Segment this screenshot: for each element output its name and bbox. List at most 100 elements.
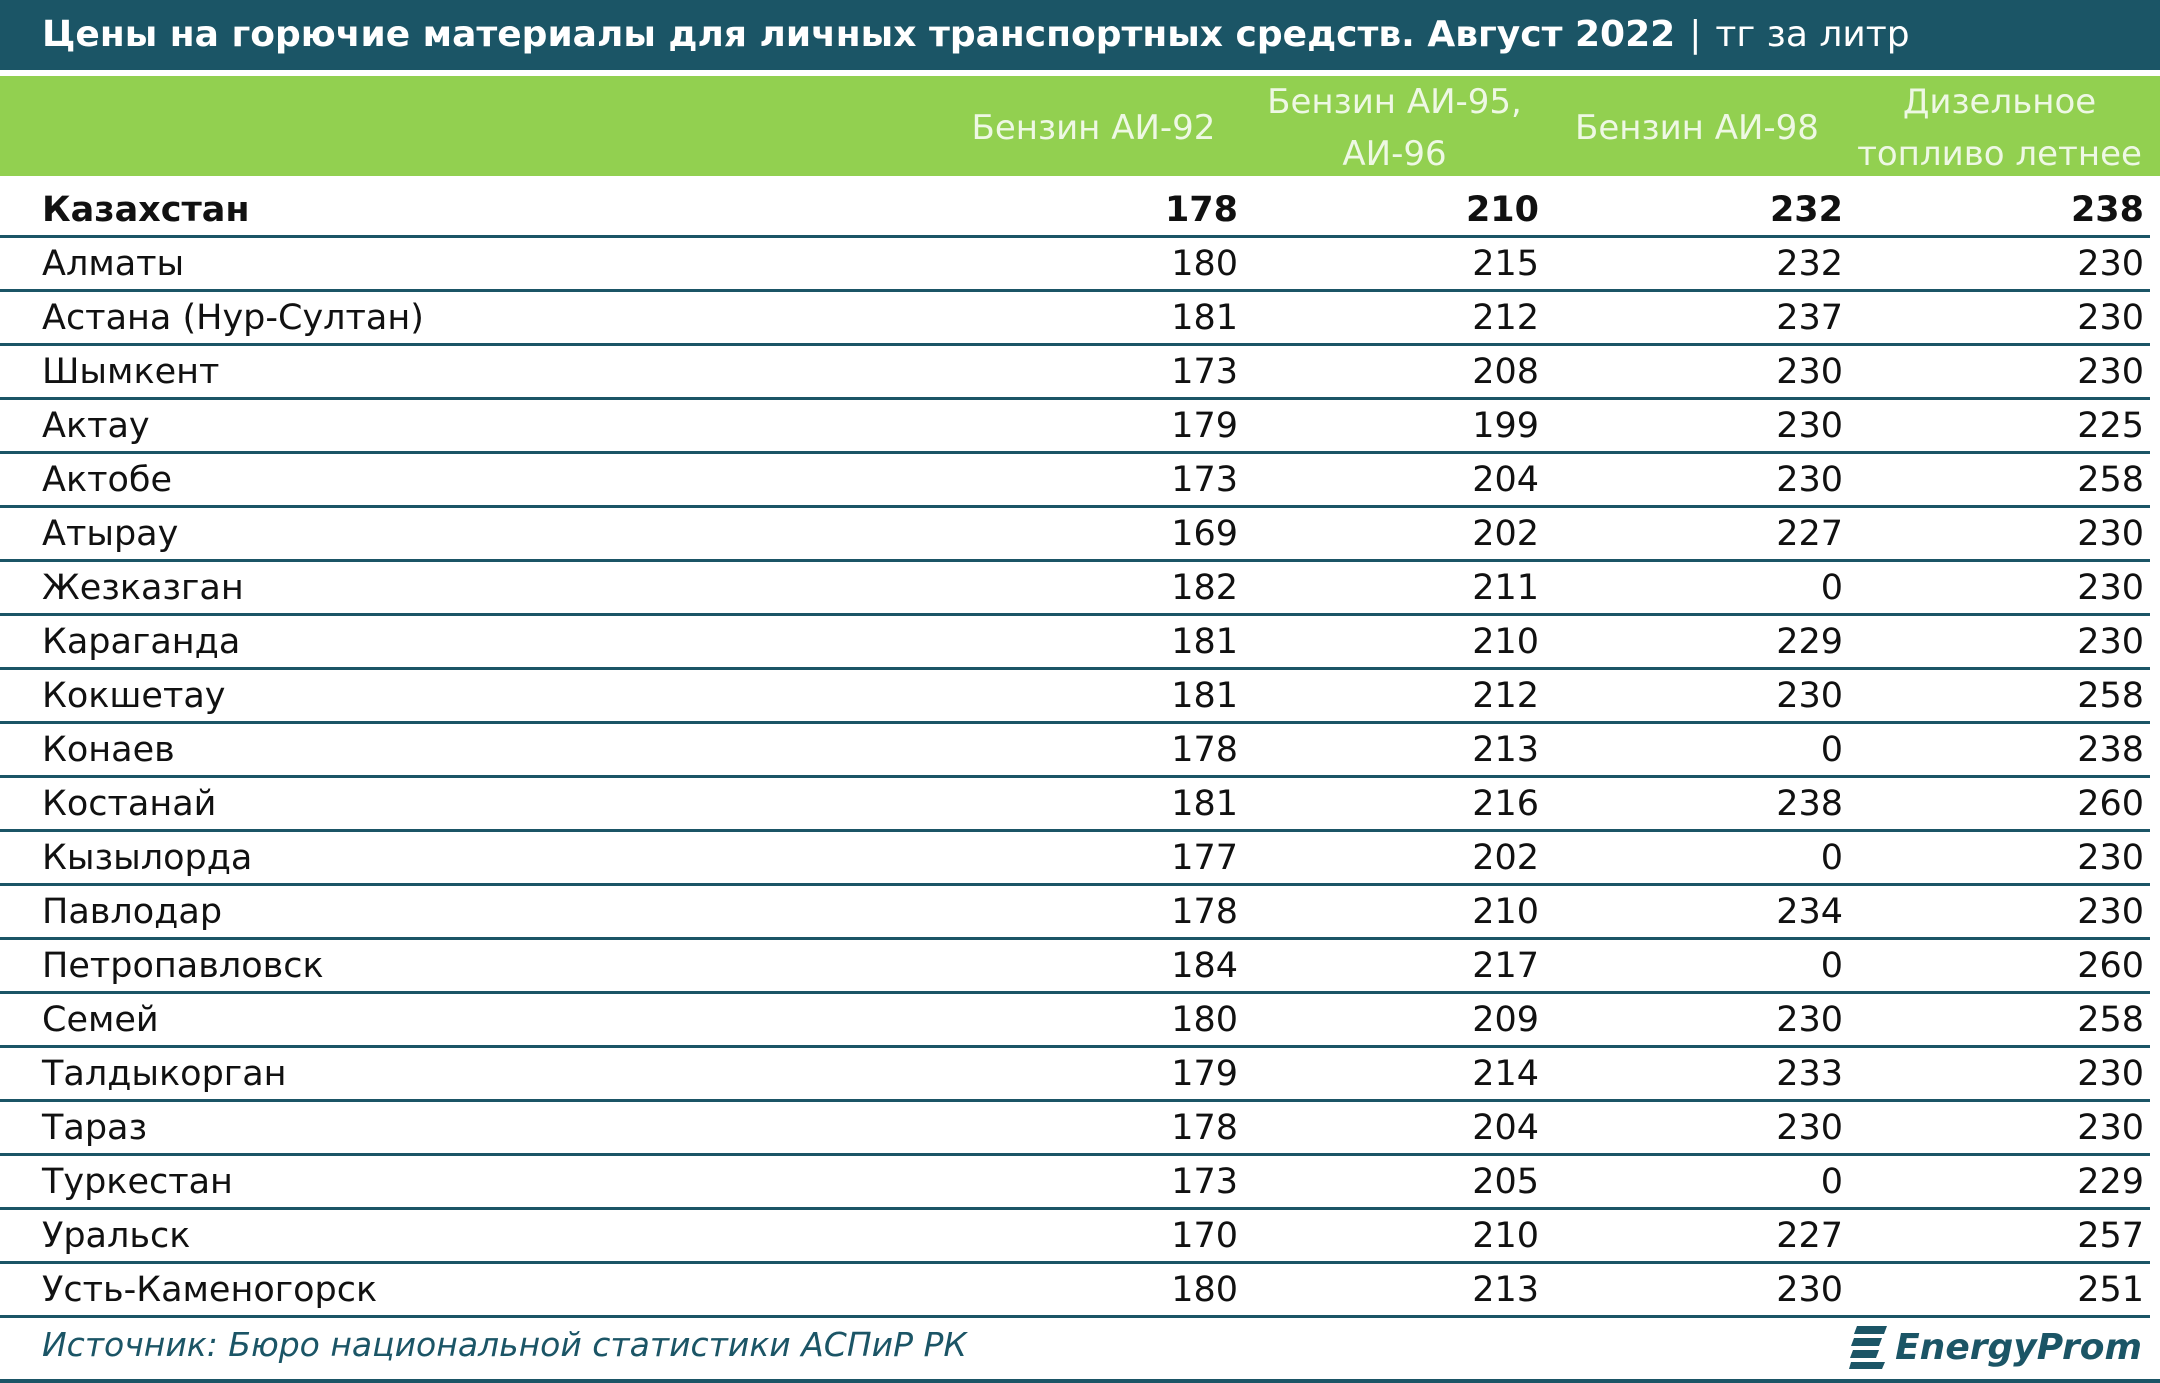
price-cell: 212 [1244,290,1545,346]
price-cell: 212 [1244,668,1545,724]
price-cell: 229 [1849,1154,2150,1210]
price-cell: 210 [1244,1208,1545,1264]
price-cell: 173 [943,344,1244,400]
price-table: Бензин АИ-92 Бензин АИ-95, АИ-96 Бензин АИ… [0,76,2150,1318]
price-cell: 180 [943,1262,1244,1318]
column-header: Дизельное топливо летнее [1857,82,2142,174]
region-name: Павлодар [0,884,943,940]
column-header: Бензин АИ-98 [1575,108,1819,148]
price-cell: 179 [943,398,1244,454]
price-cell: 213 [1244,1262,1545,1318]
price-cell: 230 [1849,236,2150,292]
price-cell: 169 [943,506,1244,562]
price-cell: 217 [1244,938,1545,994]
price-cell: 227 [1545,506,1849,562]
header-row: Бензин АИ-92 Бензин АИ-95, АИ-96 Бензин АИ… [0,76,2150,180]
price-cell: 0 [1545,560,1849,616]
region-name: Талдыкорган [0,1046,943,1102]
price-cell: 202 [1244,830,1545,886]
table-row: Кокшетау 181 212 230 258 [0,668,2150,724]
region-name: Караганда [0,614,943,670]
region-name: Алматы [0,236,943,292]
region-name: Тараз [0,1100,943,1156]
region-name: Жезказган [0,560,943,616]
price-cell: 0 [1545,938,1849,994]
footer: Источник: Бюро национальной статистики А… [0,1311,2160,1383]
table-row: Костанай 181 216 238 260 [0,776,2150,832]
price-cell: 230 [1849,1100,2150,1156]
table-row: Актау 179 199 230 225 [0,398,2150,454]
title-bar: Цены на горючие материалы для личных тра… [0,0,2160,70]
price-cell: 205 [1244,1154,1545,1210]
table-row: Уральск 170 210 227 257 [0,1208,2150,1264]
region-name: Атырау [0,506,943,562]
price-cell: 238 [1545,776,1849,832]
region-name: Костанай [0,776,943,832]
price-cell: 173 [943,1154,1244,1210]
price-cell: 238 [1849,722,2150,778]
price-cell: 173 [943,452,1244,508]
unit: тг за литр [1715,14,1910,55]
price-cell: 233 [1545,1046,1849,1102]
price-cell: 258 [1849,668,2150,724]
price-cell: 260 [1849,938,2150,994]
table-row: Жезказган 182 211 0 230 [0,560,2150,616]
price-cell: 229 [1545,614,1849,670]
price-cell: 258 [1849,452,2150,508]
price-cell: 210 [1244,180,1545,238]
source: Источник: Бюро национальной статистики А… [42,1325,967,1364]
price-cell: 230 [1545,668,1849,724]
price-cell: 180 [943,992,1244,1048]
table-row: Атырау 169 202 227 230 [0,506,2150,562]
price-cell: 202 [1244,506,1545,562]
price-cell: 227 [1545,1208,1849,1264]
header-band [0,76,2160,176]
price-cell: 232 [1545,236,1849,292]
price-cell: 230 [1849,614,2150,670]
column-header: Бензин АИ-92 [971,108,1216,148]
table-row: Павлодар 178 210 234 230 [0,884,2150,940]
table-row: Талдыкорган 179 214 233 230 [0,1046,2150,1102]
title: Цены на горючие материалы для личных тра… [42,14,1676,55]
price-cell: 215 [1244,236,1545,292]
price-cell: 211 [1244,560,1545,616]
price-cell: 181 [943,668,1244,724]
price-cell: 237 [1545,290,1849,346]
price-cell: 210 [1244,614,1545,670]
price-cell: 251 [1849,1262,2150,1318]
price-cell: 181 [943,290,1244,346]
price-cell: 230 [1849,560,2150,616]
price-cell: 230 [1545,992,1849,1048]
price-cell: 184 [943,938,1244,994]
price-cell: 0 [1545,1154,1849,1210]
region-name: Кокшетау [0,668,943,724]
table-row: Туркестан 173 205 0 229 [0,1154,2150,1210]
price-cell: 210 [1244,884,1545,940]
price-cell: 257 [1849,1208,2150,1264]
price-cell: 216 [1244,776,1545,832]
table-row: Алматы 180 215 232 230 [0,236,2150,292]
logo: EnergyProm [1849,1319,2142,1375]
region-name: Усть-Каменогорск [0,1262,943,1318]
price-cell: 181 [943,776,1244,832]
price-cell: 178 [943,884,1244,940]
price-cell: 179 [943,1046,1244,1102]
separator: | [1689,14,1702,55]
price-cell: 180 [943,236,1244,292]
price-cell: 208 [1244,344,1545,400]
price-cell: 238 [1849,180,2150,238]
table-body: Казахстан 178 210 232 238 Алматы 180 215 232 230 А… [0,180,2150,1318]
region-name: Астана (Нур-Султан) [0,290,943,346]
price-cell: 0 [1545,722,1849,778]
region-name: Актау [0,398,943,454]
price-cell: 178 [943,722,1244,778]
price-cell: 258 [1849,992,2150,1048]
price-cell: 177 [943,830,1244,886]
price-cell: 230 [1849,506,2150,562]
column-header: Бензин АИ-95, АИ-96 [1267,82,1522,174]
region-name: Петропавловск [0,938,943,994]
table-row: Казахстан 178 210 232 238 [0,180,2150,238]
price-cell: 178 [943,180,1244,238]
price-cell: 213 [1244,722,1545,778]
region-name: Казахстан [0,180,943,238]
